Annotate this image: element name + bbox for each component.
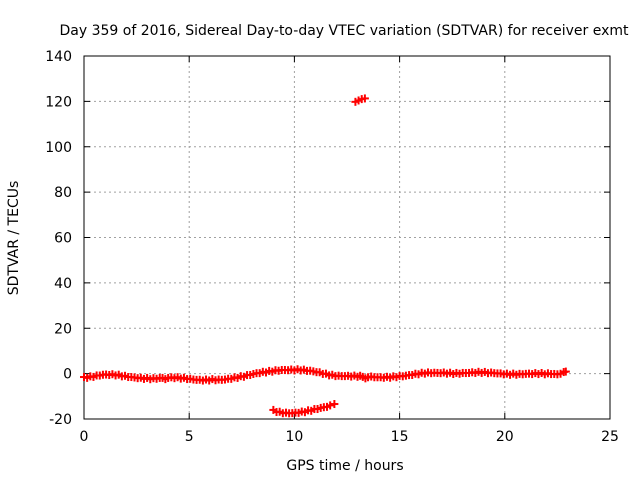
y-axis-label: SDTVAR / TECUs [6, 181, 22, 296]
data-point-outliers [360, 94, 369, 103]
data-point-main-track [561, 367, 570, 376]
x-tick-label: 5 [185, 429, 194, 445]
y-tick-label: 60 [54, 231, 72, 247]
data-point-lower-arc [330, 400, 339, 409]
y-tick-labels: -20 0 20 40 60 80 100 120 140 [45, 49, 72, 428]
plot-frame [83, 55, 611, 420]
y-tick-label: 120 [45, 94, 72, 110]
x-tick-label: 20 [496, 429, 514, 445]
x-tick-label: 25 [601, 429, 619, 445]
grid [84, 56, 610, 419]
y-tick-label: 0 [63, 367, 72, 383]
y-tick-label: 20 [54, 321, 72, 337]
y-tick-label: 140 [45, 49, 72, 65]
x-tick-label: 0 [80, 429, 89, 445]
data-point-lower-arc [326, 401, 335, 410]
x-axis-label: GPS time / hours [286, 458, 403, 474]
data-marks [80, 94, 570, 418]
y-tick-label: 80 [54, 185, 72, 201]
x-tick-label: 10 [285, 429, 303, 445]
x-tick-label: 15 [391, 429, 409, 445]
y-tick-label: 40 [54, 276, 72, 292]
x-tick-labels: 0 5 10 15 20 25 [80, 429, 619, 445]
y-tick-label: 100 [45, 140, 72, 156]
chart-title: Day 359 of 2016, Sidereal Day-to-day VTE… [60, 23, 630, 39]
y-tick-label: -20 [49, 412, 72, 428]
ticks [83, 55, 611, 420]
